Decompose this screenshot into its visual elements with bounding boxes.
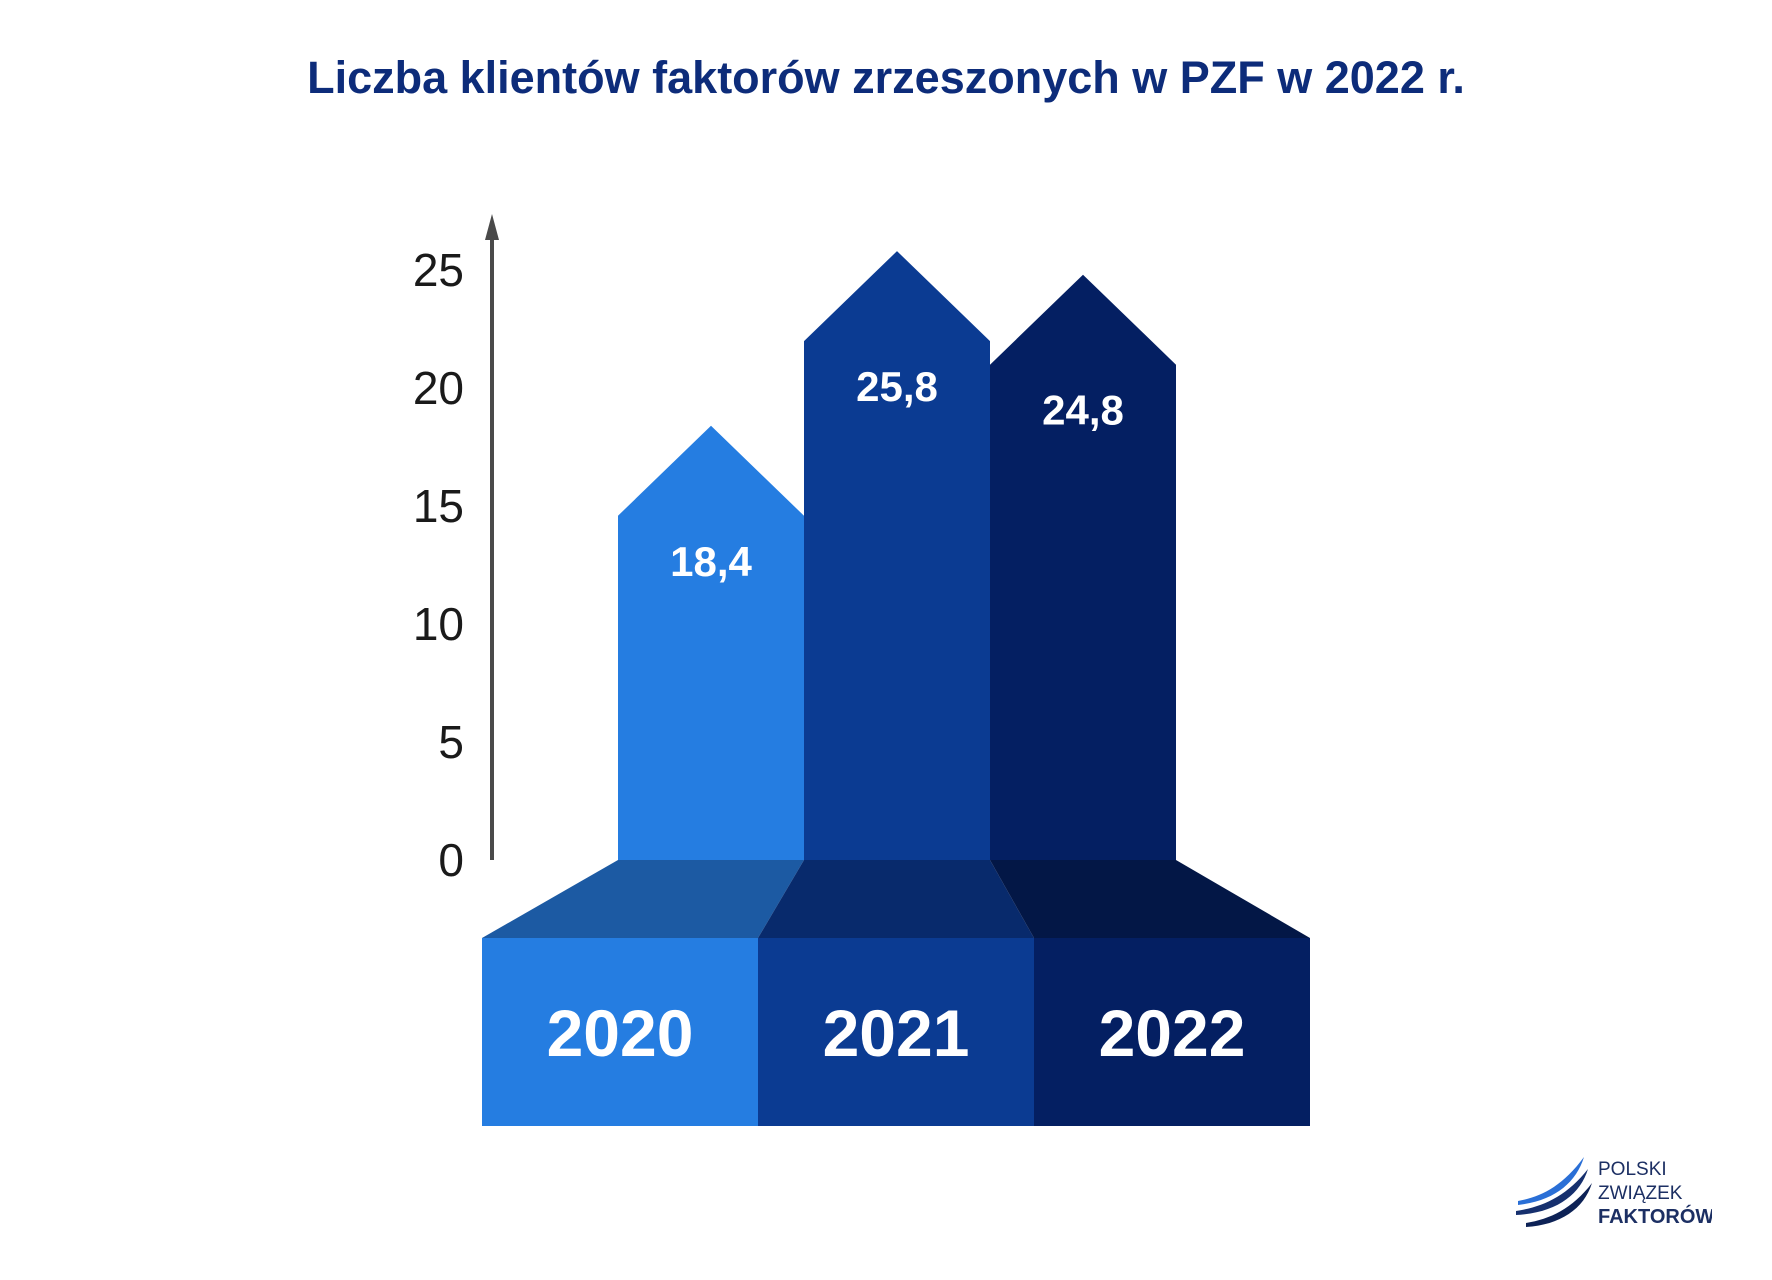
base-top-face [990,860,1310,938]
category-label: 2022 [1099,996,1246,1070]
logo-line-1: POLSKI [1598,1159,1667,1180]
logo-line-3: FAKTORÓW [1598,1204,1712,1228]
category-base-2022 [1034,938,1310,1126]
arrow-bar-2022 [990,274,1176,861]
y-tick-label: 10 [413,598,464,650]
y-axis-arrowhead [485,214,499,240]
y-tick-label: 20 [413,362,464,414]
logo-line-2: ZWIĄZEK [1598,1183,1683,1204]
y-tick-label: 15 [413,480,464,532]
category-label: 2020 [547,996,694,1070]
y-tick-label: 0 [438,834,464,886]
base-top-faces [482,860,1310,938]
y-tick-label: 5 [438,716,464,768]
y-axis [485,214,499,860]
category-bases: 2020 2021 2022 [482,938,1310,1126]
value-label: 25,8 [856,363,938,410]
pzf-logo: POLSKI ZWIĄZEK FAKTORÓW [1516,1157,1712,1228]
arrow-bar-2021 [804,251,990,860]
y-tick-labels: 0 5 10 15 20 25 [413,244,464,886]
value-label: 24,8 [1042,387,1124,434]
category-label: 2021 [823,996,970,1070]
chart-title: Liczba klientów faktorów zrzeszonych w P… [307,52,1465,103]
category-base-2020 [482,938,758,1126]
base-top-face [758,860,1034,938]
value-labels: 18,4 25,8 24,8 [670,363,1124,585]
value-label: 18,4 [670,538,752,585]
base-top-face [482,860,804,938]
arrow-bars [618,251,1176,861]
category-base-2021 [758,938,1034,1126]
pzf-wave-icon [1516,1157,1592,1227]
y-tick-label: 25 [413,244,464,296]
arrow-bar-2020 [618,425,804,860]
